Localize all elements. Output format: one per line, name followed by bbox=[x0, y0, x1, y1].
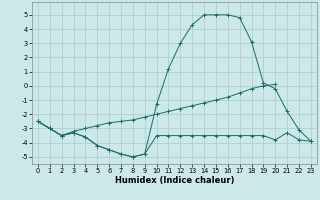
X-axis label: Humidex (Indice chaleur): Humidex (Indice chaleur) bbox=[115, 176, 234, 185]
